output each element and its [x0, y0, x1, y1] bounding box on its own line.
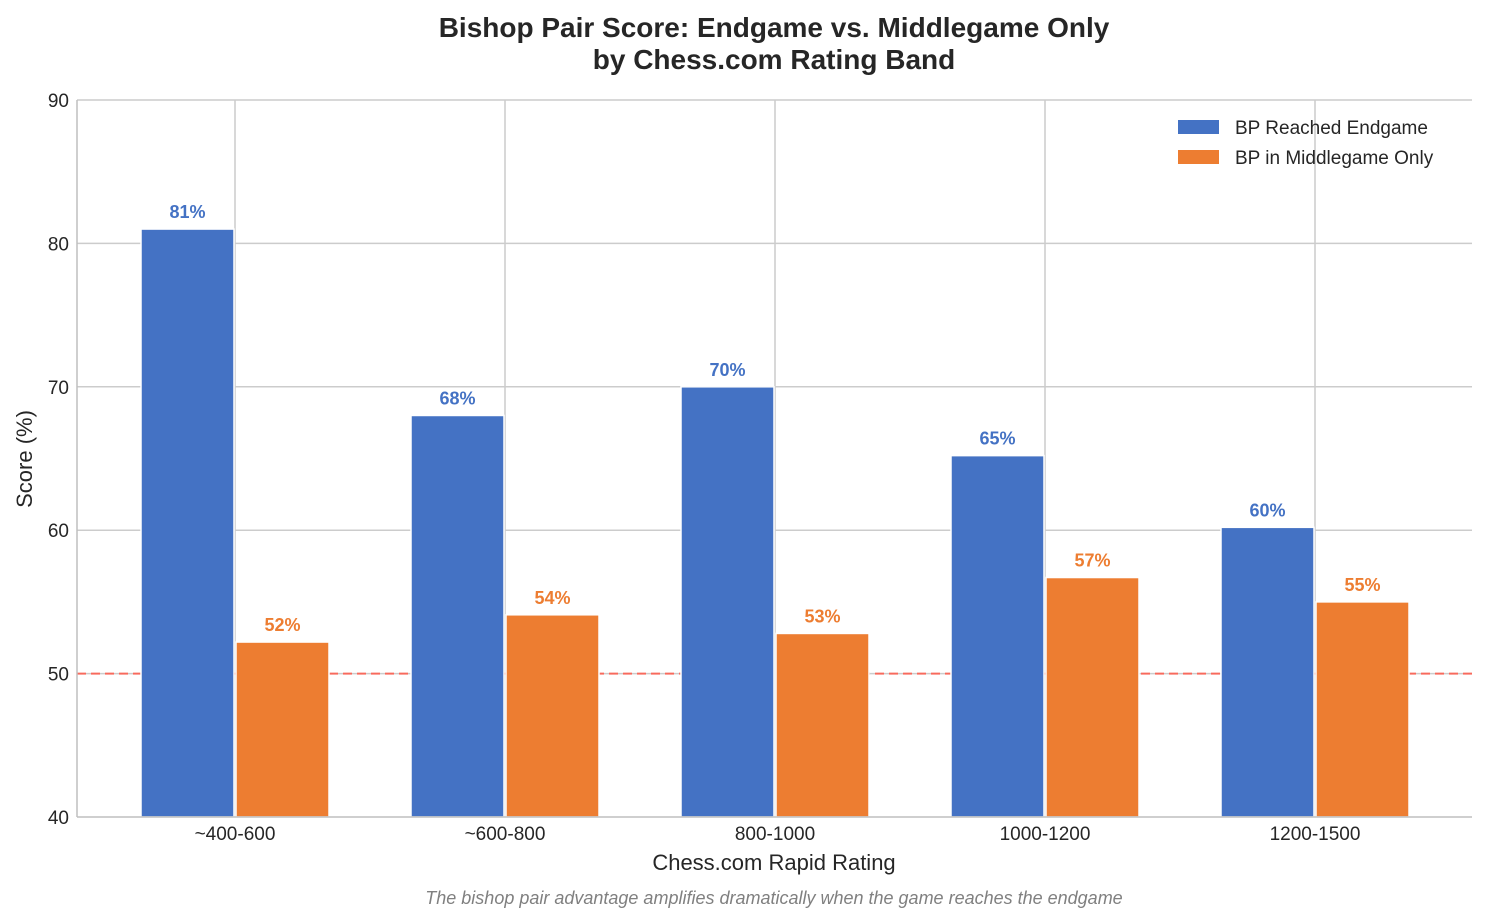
y-tick-label: 60 [48, 521, 69, 542]
data-labels: 81% 68% 70% 65% 60% 52% 54% 53% 57% 55% [169, 202, 1380, 635]
data-label-middlegame: 53% [804, 606, 840, 626]
legend-swatch-middlegame [1178, 150, 1219, 164]
chart-caption: The bishop pair advantage amplifies dram… [425, 888, 1122, 908]
x-tick-label: 800-1000 [735, 824, 815, 845]
axes: 40 50 60 70 80 90 ~400-600 ~600-800 800-1000 1000… [48, 91, 1472, 845]
data-label-middlegame: 52% [264, 615, 300, 635]
data-label-endgame: 68% [439, 388, 475, 408]
bar-endgame [950, 454, 1045, 818]
y-axis-label: Score (%) [12, 410, 37, 508]
y-tick-label: 40 [48, 808, 69, 829]
data-label-endgame: 70% [709, 360, 745, 380]
bar-middlegame [775, 632, 870, 818]
x-tick-label: ~600-800 [465, 824, 546, 845]
y-tick-label: 70 [48, 378, 69, 399]
legend-swatch-endgame [1178, 120, 1219, 134]
chart-title-line2: by Chess.com Rating Band [593, 44, 956, 75]
x-tick-label: ~400-600 [195, 824, 276, 845]
y-tick-label: 50 [48, 665, 69, 686]
bar-endgame [410, 414, 505, 818]
data-label-middlegame: 57% [1074, 551, 1110, 571]
bar-middlegame [505, 614, 600, 818]
bar-endgame [140, 228, 235, 818]
bar-endgame [1220, 526, 1315, 818]
legend-label-endgame: BP Reached Endgame [1235, 118, 1428, 139]
bar-middlegame [1045, 576, 1140, 818]
x-tick-label: 1200-1500 [1270, 824, 1361, 845]
chart-title-line1: Bishop Pair Score: Endgame vs. Middlegam… [439, 12, 1110, 43]
bar-middlegame [1315, 601, 1410, 818]
data-label-middlegame: 54% [534, 588, 570, 608]
x-tick-label: 1000-1200 [1000, 824, 1091, 845]
x-axis-label: Chess.com Rapid Rating [652, 850, 895, 875]
data-label-endgame: 65% [979, 429, 1015, 449]
bar-middlegame [235, 641, 330, 818]
y-tick-label: 80 [48, 234, 69, 255]
y-tick-label: 90 [48, 91, 69, 112]
data-label-endgame: 81% [169, 202, 205, 222]
bars [140, 228, 1410, 818]
legend: BP Reached Endgame BP in Middlegame Only [1178, 118, 1434, 169]
data-label-middlegame: 55% [1344, 575, 1380, 595]
data-label-endgame: 60% [1249, 500, 1285, 520]
bar-endgame [680, 386, 775, 818]
legend-label-middlegame: BP in Middlegame Only [1235, 148, 1434, 169]
